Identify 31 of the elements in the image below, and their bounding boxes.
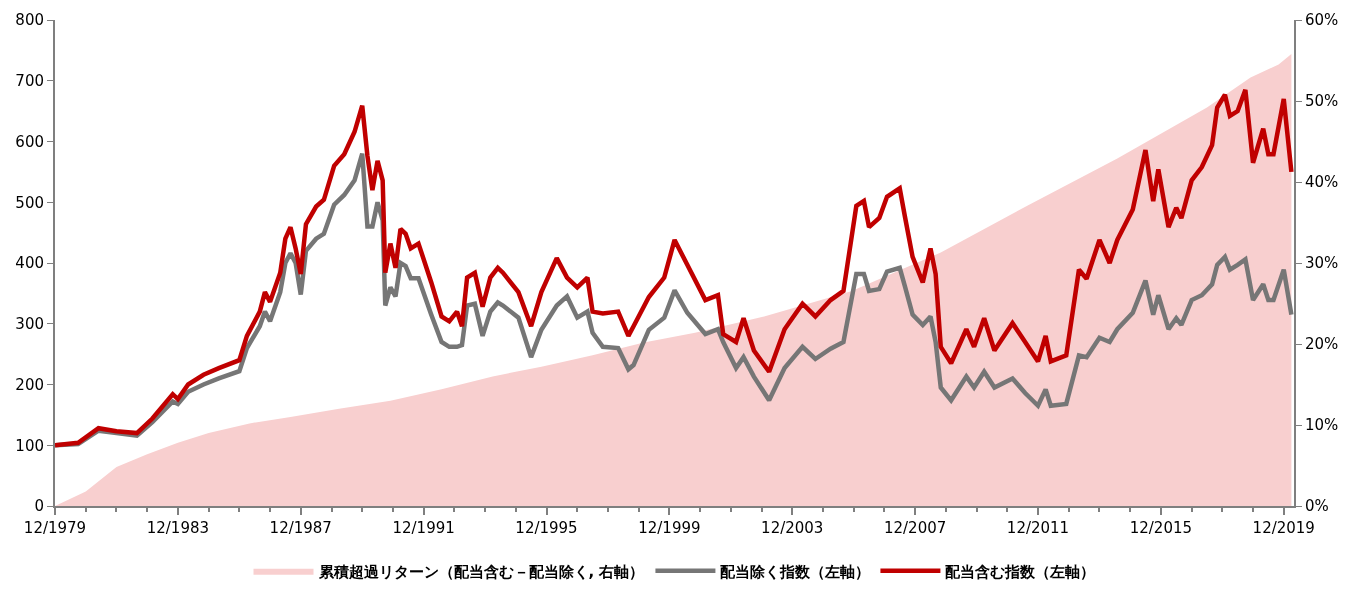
y2-tick-label: 30% bbox=[1305, 254, 1339, 273]
y-tick-label: 500 bbox=[15, 193, 44, 212]
x-tick-label: 12/2011 bbox=[1006, 519, 1070, 537]
y-tick-label: 0 bbox=[34, 497, 44, 516]
x-tick-label: 12/1987 bbox=[269, 519, 332, 537]
y2-tick-label: 40% bbox=[1305, 173, 1339, 192]
y2-tick-label: 60% bbox=[1305, 11, 1339, 30]
x-tick-label: 12/1995 bbox=[515, 519, 578, 537]
x-tick-label: 12/1991 bbox=[392, 519, 455, 537]
y-tick-label: 300 bbox=[15, 315, 44, 333]
y-tick-label: 700 bbox=[15, 72, 44, 90]
x-tick-label: 12/1979 bbox=[23, 519, 87, 537]
legend-label: 累積超過リターン（配当含む－配当除く, 右軸） bbox=[317, 562, 645, 581]
x-tick-label: 12/2007 bbox=[883, 519, 947, 537]
y-tick-label: 100 bbox=[15, 436, 44, 455]
x-tick-label: 12/1983 bbox=[146, 519, 210, 537]
x-tick-label: 12/2019 bbox=[1252, 519, 1315, 537]
y-tick-label: 800 bbox=[15, 11, 44, 30]
y2-tick-label: 50% bbox=[1305, 92, 1339, 111]
x-tick-label: 12/2003 bbox=[761, 519, 824, 537]
legend-label: 配当含む指数（左軸） bbox=[945, 562, 1096, 581]
y-tick-label: 400 bbox=[15, 254, 44, 273]
y2-tick-label: 20% bbox=[1305, 335, 1339, 354]
x-tick-label: 12/1999 bbox=[638, 519, 701, 537]
y2-tick-label: 0% bbox=[1305, 497, 1329, 516]
legend-label: 配当除く指数（左軸） bbox=[720, 562, 871, 581]
x-tick-label: 12/2015 bbox=[1129, 519, 1193, 537]
line-series bbox=[55, 87, 1294, 448]
y2-tick-label: 10% bbox=[1305, 416, 1339, 435]
y-tick-label: 600 bbox=[15, 132, 44, 151]
y-tick-label: 200 bbox=[15, 375, 44, 394]
